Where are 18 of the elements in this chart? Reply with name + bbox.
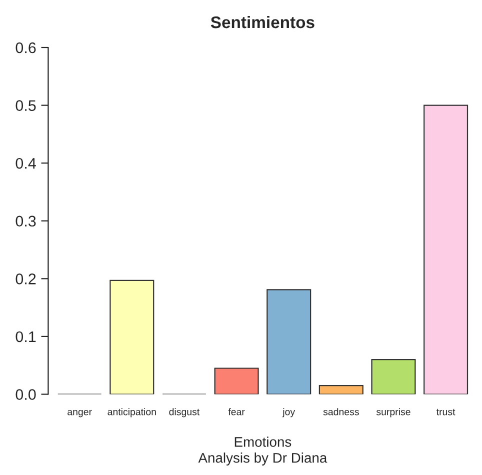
- y-tick-label: 0.6: [16, 42, 36, 54]
- x-tick-label: anger: [68, 410, 92, 418]
- chart-title: Sentimientos: [210, 16, 314, 28]
- x-tick-label: trust: [436, 408, 456, 416]
- y-tick-label: 0.0: [16, 389, 36, 400]
- x-tick-label: anticipation: [108, 408, 156, 418]
- y-tick-label: 0.3: [16, 216, 36, 227]
- x-tick-label: fear: [228, 408, 245, 416]
- y-tick-label: 0.5: [16, 100, 36, 111]
- x-axis-title: Emotions: [234, 436, 292, 447]
- x-tick-label: joy: [282, 408, 296, 418]
- y-tick-label: 0.1: [16, 331, 36, 342]
- x-tick-label: sadness: [323, 408, 359, 416]
- y-tick-label: 0.2: [16, 274, 36, 284]
- x-tick-label: disgust: [169, 408, 200, 418]
- text: Analysis by Dr Diana: [198, 452, 328, 466]
- x-tick-label: surprise: [376, 408, 410, 418]
- y-tick-label: 0.4: [16, 158, 36, 169]
